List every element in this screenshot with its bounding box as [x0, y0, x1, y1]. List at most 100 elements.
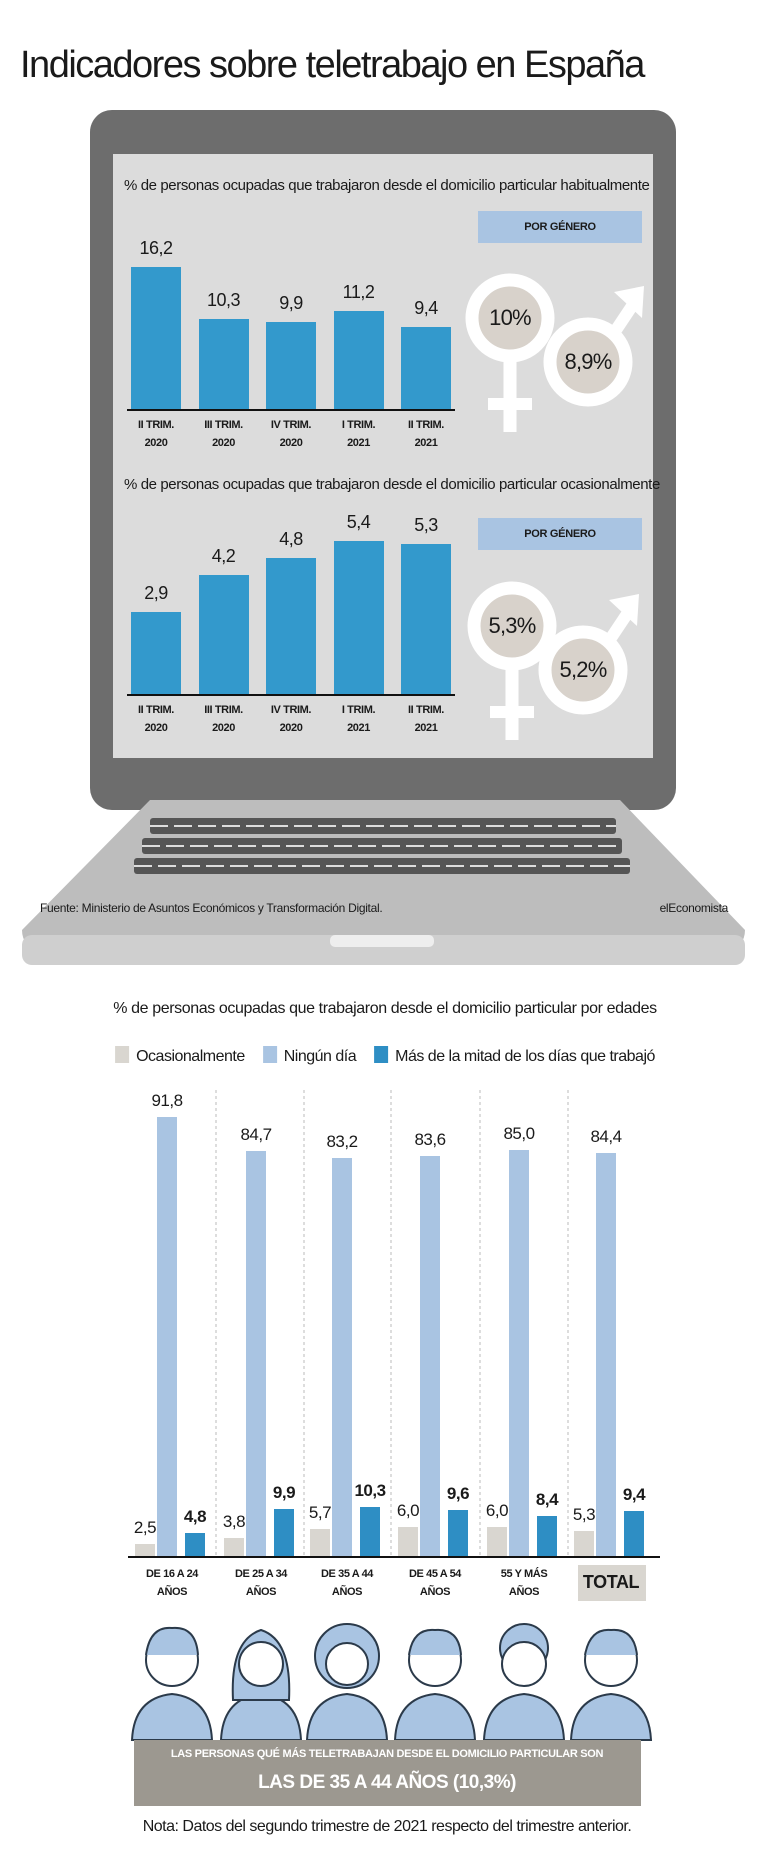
bar	[266, 558, 316, 694]
category-label: II TRIM. 2021	[408, 419, 444, 449]
category-label: IV TRIM. 2020	[270, 419, 312, 449]
page-title: Indicadores sobre teletrabajo en España	[20, 44, 645, 86]
value-label: 10,3	[354, 1480, 386, 1500]
legend-item: Ocasionalmente	[115, 1046, 245, 1066]
value-label: 2,5	[133, 1518, 157, 1538]
bar	[332, 1158, 352, 1556]
bar	[131, 267, 181, 409]
value-label: 9,4	[622, 1485, 646, 1505]
gender-value: 8,9%	[564, 349, 613, 374]
bar	[198, 575, 249, 694]
category-label: DE 25 A 34 AÑOS	[234, 1568, 288, 1598]
female-symbol	[467, 581, 557, 740]
brand: elEconomista	[659, 901, 729, 915]
value-label: 83,2	[326, 1132, 358, 1152]
legend: Ocasionalmente Ningún día Más de la mitad …	[115, 1046, 655, 1066]
bar	[448, 1510, 468, 1556]
source: Fuente: Ministerio de Asuntos Económicos…	[40, 901, 383, 915]
bar	[246, 1151, 266, 1556]
bar	[401, 326, 451, 409]
chart-title: % de personas ocupadas que trabajaron de…	[124, 177, 650, 194]
bar	[487, 1527, 507, 1556]
category-label: 55 Y MÁS AÑOS	[500, 1568, 548, 1598]
legend-label: Ocasionalmente	[136, 1048, 245, 1065]
category-label: III TRIM. 2020	[204, 419, 243, 449]
value-label: 9,4	[414, 297, 438, 318]
bar	[537, 1515, 557, 1556]
value-label: 85,0	[503, 1123, 535, 1143]
baseline	[127, 409, 455, 411]
value-label: 91,8	[151, 1091, 183, 1111]
bar	[624, 1511, 644, 1556]
bar	[509, 1149, 529, 1556]
bar	[310, 1528, 330, 1556]
category-label: III TRIM. 2020	[204, 704, 243, 734]
bar	[135, 1544, 155, 1556]
value-label: 83,6	[414, 1130, 446, 1150]
total-box	[578, 1565, 646, 1601]
category-label: I TRIM. 2021	[341, 704, 376, 734]
male-symbol	[543, 286, 644, 407]
category-label: II TRIM. 2020	[138, 704, 174, 734]
gender-value: 5,2%	[559, 657, 608, 682]
value-label: 10,3	[206, 289, 241, 310]
chart-title: % de personas ocupadas que trabajaron de…	[113, 1000, 657, 1017]
value-label: 4,8	[279, 529, 303, 549]
value-label: 9,9	[272, 1482, 296, 1502]
bar	[266, 322, 316, 409]
value-label: 5,7	[308, 1502, 332, 1522]
value-label: 9,6	[446, 1484, 470, 1504]
value-label: 84,7	[240, 1125, 272, 1145]
legend-item: Ningún día	[262, 1046, 357, 1066]
value-label: 8,4	[535, 1489, 559, 1509]
value-label: 9,9	[279, 293, 303, 314]
value-label: 4,8	[183, 1507, 207, 1527]
bar	[198, 318, 249, 409]
bar	[574, 1530, 594, 1556]
value-label: 16,2	[139, 238, 173, 259]
category-label: DE 35 A 44 AÑOS	[320, 1568, 374, 1598]
bar	[333, 541, 384, 694]
baseline	[128, 1556, 660, 1558]
value-label: 5,4	[346, 512, 371, 532]
male-symbol	[538, 594, 639, 715]
category-label: TOTAL	[582, 1572, 640, 1592]
legend-item: Más de la mitad de los días que trabajó	[374, 1046, 655, 1066]
bar	[157, 1117, 177, 1556]
bar	[401, 543, 451, 694]
bar	[185, 1533, 205, 1556]
gender-header: POR GÉNERO	[478, 211, 642, 243]
value-label: 3,8	[222, 1511, 246, 1531]
category-label: II TRIM. 2020	[138, 419, 174, 449]
people-icons	[130, 1623, 653, 1741]
legend-label: Más de la mitad de los días que trabajó	[395, 1048, 655, 1065]
value-label: 5,3	[572, 1504, 596, 1524]
legend-swatch	[262, 1046, 277, 1063]
value-label: 6,0	[396, 1501, 420, 1521]
category-label: IV TRIM. 2020	[270, 704, 312, 734]
category-label: I TRIM. 2021	[341, 419, 376, 449]
banner	[134, 1740, 641, 1806]
category-label: DE 16 A 24 AÑOS	[145, 1568, 199, 1598]
legend-swatch	[374, 1046, 389, 1063]
value-label: 84,4	[590, 1126, 622, 1146]
laptop-notch	[330, 935, 434, 947]
female-symbol	[465, 273, 555, 432]
legend-label: Ningún día	[283, 1048, 357, 1065]
bar	[398, 1527, 418, 1556]
value-label: 4,2	[211, 546, 236, 566]
gender-value: 10%	[489, 305, 531, 330]
laptop-edge	[22, 935, 745, 965]
bar	[224, 1537, 244, 1556]
bar	[131, 611, 181, 694]
value-label: 6,0	[485, 1501, 509, 1521]
banner-highlight: LAS DE 35 A 44 AÑOS (10,3%)	[258, 1772, 516, 1793]
bar	[274, 1508, 294, 1556]
bar	[420, 1156, 440, 1556]
value-label: 2,9	[144, 582, 168, 603]
legend-swatch	[115, 1046, 130, 1063]
banner-text: LAS PERSONAS QUÉ MÁS TELETRABAJAN DESDE …	[170, 1748, 604, 1760]
category-label: DE 45 A 54 AÑOS	[408, 1568, 462, 1598]
value-label: 5,3	[414, 514, 438, 535]
